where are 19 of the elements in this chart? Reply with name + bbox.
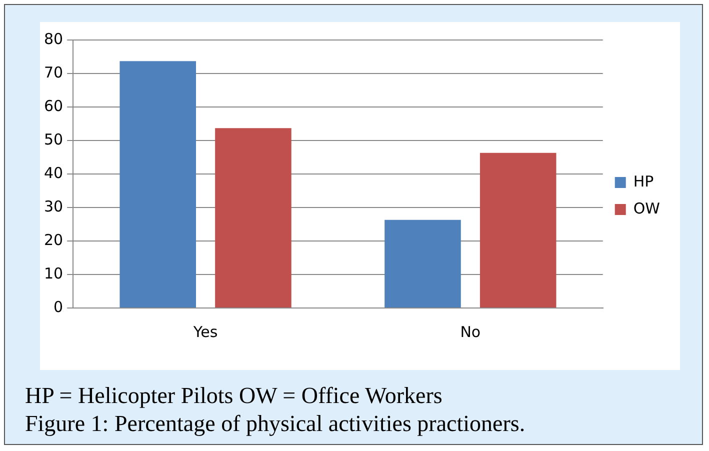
y-tick-label: 10 [44, 264, 64, 282]
bar [480, 152, 556, 308]
y-tick-label: 50 [44, 130, 64, 148]
y-tick-label: 40 [44, 164, 64, 182]
y-tick-label: 80 [44, 30, 64, 48]
x-tick-label: No [460, 322, 481, 341]
y-tick-label: 20 [44, 230, 64, 249]
text: HP = Helicopter Pilots OW = Office Workers [25, 382, 444, 410]
y-tick-label: 30 [44, 197, 64, 216]
y-tick-label: 60 [44, 96, 64, 115]
caption: Figure 1: Percentage of physical activities practioners. [25, 410, 526, 438]
y-tick-label: 70 [44, 63, 64, 82]
bar [384, 220, 461, 308]
bar [215, 128, 292, 308]
bar [120, 61, 196, 308]
x-tick-label: Yes [192, 322, 218, 341]
legend-label: HP [633, 172, 654, 190]
legend-label: OW [633, 199, 660, 218]
y-tick-label: 0 [54, 298, 64, 316]
